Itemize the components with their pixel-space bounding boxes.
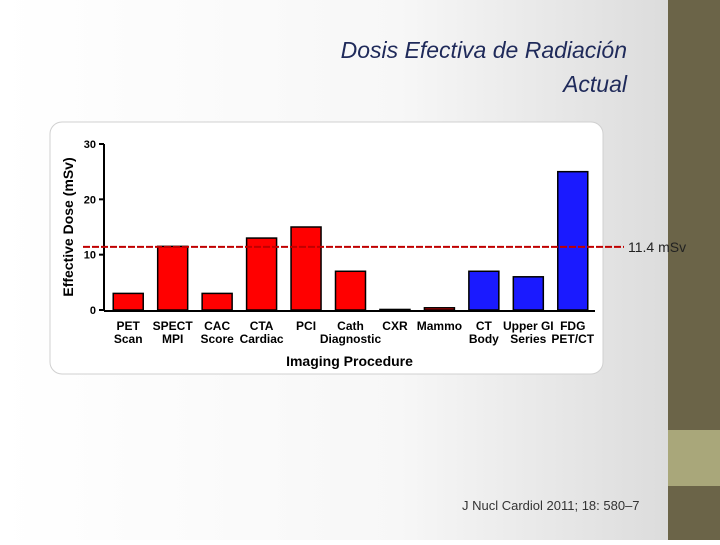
bar (379, 308, 411, 311)
x-tick-label: SPECT (153, 319, 194, 333)
x-tick-label: Upper GI (503, 319, 554, 333)
x-tick-label: Cardiac (240, 332, 284, 346)
x-tick-label: Mammo (417, 319, 462, 333)
bar (201, 292, 233, 311)
bar (290, 226, 322, 311)
y-tick-label: 30 (84, 139, 96, 151)
x-tick-label: MPI (162, 332, 183, 346)
x-tick-label: CT (476, 319, 493, 333)
x-axis-label: Imaging Procedure (286, 353, 413, 369)
x-tick-label: Scan (114, 332, 143, 346)
bar (557, 170, 589, 311)
bar (512, 276, 545, 311)
bar (112, 292, 144, 311)
bar (334, 270, 367, 311)
x-tick-label: Series (510, 332, 546, 346)
slide-title: Dosis Efectiva de Radiación Actual (341, 37, 628, 97)
side-accent (668, 430, 720, 486)
x-tick-label: Cath (337, 319, 364, 333)
y-tick-label: 20 (84, 194, 96, 206)
x-tick-label: Body (469, 332, 499, 346)
x-tick-label: PET/CT (551, 332, 594, 346)
x-tick-label: FDG (560, 319, 585, 333)
citation: J Nucl Cardiol 2011; 18: 580–7 (462, 498, 640, 513)
reference-label: 11.4 mSv (628, 239, 686, 255)
bar (468, 270, 500, 311)
bar (245, 237, 278, 311)
y-axis-label: Effective Dose (mSv) (60, 157, 76, 296)
x-tick-label: CTA (250, 319, 274, 333)
y-tick-label: 0 (90, 305, 96, 317)
x-tick-label: Diagnostic (320, 332, 382, 346)
x-tick-label: PCI (296, 319, 316, 333)
chart: 0 10 20 30 Effective Dose (mSv) Imaging Proce… (60, 139, 595, 369)
x-tick-label: CAC (204, 319, 230, 333)
x-tick-label: Score (200, 332, 234, 346)
y-tick-label: 10 (84, 250, 96, 262)
bar (156, 245, 189, 311)
x-tick-label: PET (117, 319, 141, 333)
bar (423, 307, 456, 311)
x-tick-label: CXR (382, 319, 408, 333)
